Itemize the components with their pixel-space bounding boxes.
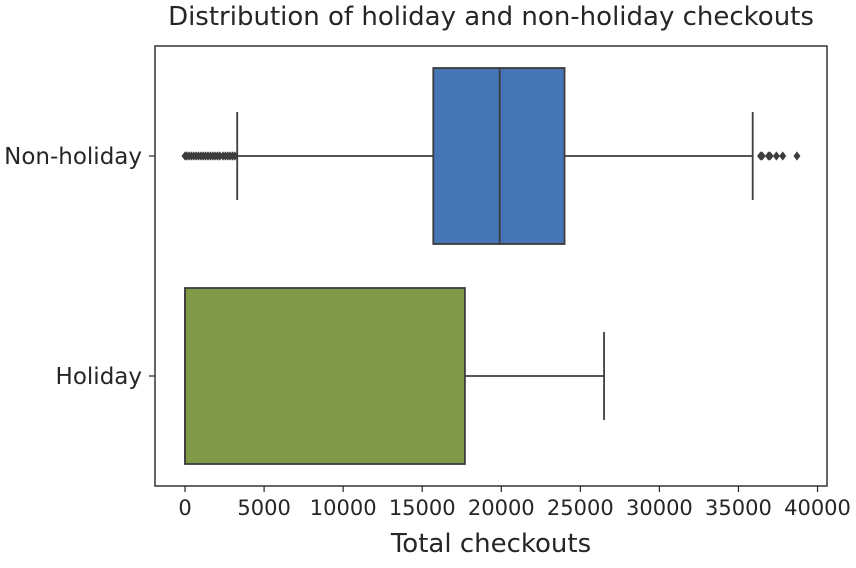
plot-frame (154, 45, 828, 487)
x-tick-label: 5000 (237, 496, 290, 520)
chart-title: Distribution of holiday and non-holiday … (168, 2, 814, 32)
x-tick-label: 35000 (705, 496, 772, 520)
x-tick-label: 15000 (389, 496, 456, 520)
x-tick-label: 20000 (468, 496, 535, 520)
x-tick-label: 40000 (784, 496, 851, 520)
box-holiday (184, 287, 466, 465)
x-axis-label: Total checkouts (390, 529, 592, 559)
x-tick-label: 10000 (310, 496, 377, 520)
outlier-point (793, 151, 801, 161)
outlier-point (772, 151, 780, 161)
outlier-point (766, 151, 774, 161)
x-tick-label: 0 (178, 496, 191, 520)
x-tick-label: 25000 (547, 496, 614, 520)
outlier-point (758, 151, 766, 161)
y-tick-label: Holiday (56, 364, 142, 390)
x-tick-label: 30000 (626, 496, 693, 520)
y-tick-label: Non-holiday (4, 144, 142, 170)
outlier-point (231, 151, 239, 161)
outlier-point (779, 151, 787, 161)
